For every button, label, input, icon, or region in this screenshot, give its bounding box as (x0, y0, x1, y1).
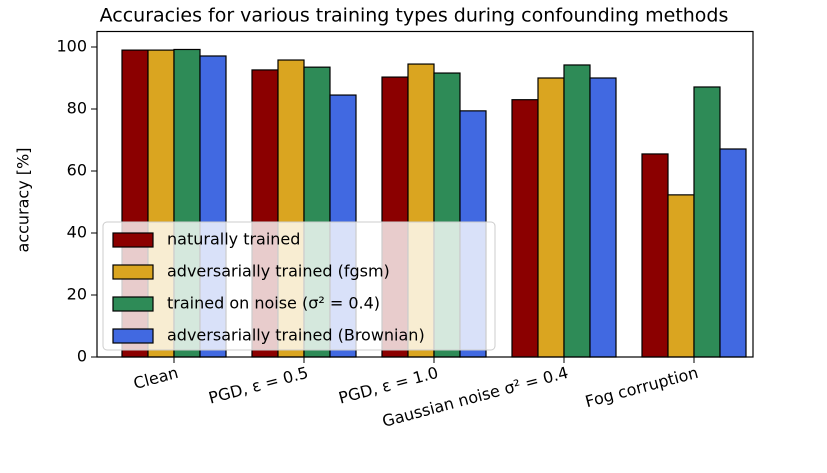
legend-label: adversarially trained (fgsm) (167, 262, 390, 281)
x-tick-label: PGD, ε = 0.5 (207, 363, 311, 408)
y-tick-label: 0 (77, 347, 87, 366)
y-tick-label: 80 (67, 99, 87, 118)
legend-swatch (112, 232, 154, 248)
legend-label: adversarially trained (Brownian) (167, 326, 425, 345)
bar (563, 64, 591, 358)
legend-swatch (112, 296, 154, 312)
x-tick-label: Clean (131, 363, 180, 393)
bar (589, 77, 617, 358)
plot-frame (96, 30, 754, 358)
y-tick-label: 60 (67, 161, 87, 180)
legend-label: naturally trained (167, 230, 300, 249)
bar (537, 77, 565, 358)
y-axis-label: accuracy [%] (14, 148, 33, 253)
x-tick-label: Fog corruption (583, 363, 700, 411)
bar (719, 148, 747, 358)
bar (511, 99, 539, 358)
legend-box (102, 221, 496, 351)
legend-swatch (112, 328, 154, 344)
chart-title: Accuracies for various training types du… (100, 5, 729, 27)
y-tick-label: 100 (56, 37, 87, 56)
y-tick-label: 20 (67, 285, 87, 304)
bar (641, 153, 669, 358)
bar (667, 194, 695, 358)
bar (693, 86, 721, 358)
legend-swatch (112, 264, 154, 280)
y-tick-label: 40 (67, 223, 87, 242)
legend-label: trained on noise (σ² = 0.4) (167, 294, 380, 313)
